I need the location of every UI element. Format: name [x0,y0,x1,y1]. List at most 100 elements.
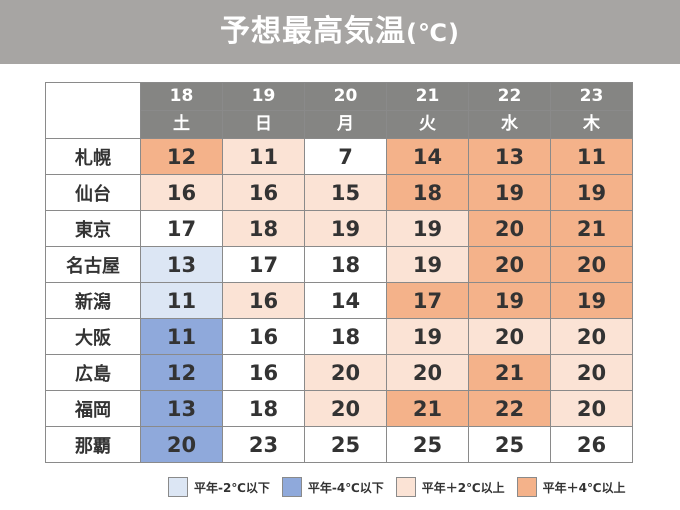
city-row: 名古屋 13 17 18 19 20 20 [45,246,633,283]
temperature-cell: 18 [386,174,469,211]
city-row: 広島 12 16 20 20 21 20 [45,354,633,391]
temperature-cell: 19 [386,210,469,247]
temperature-cell: 18 [222,210,305,247]
temperature-cell: 21 [386,390,469,427]
temperature-cell: 18 [222,390,305,427]
temperature-cell: 20 [140,426,223,463]
weekday-cell: 月 [304,110,387,139]
temperature-cell: 13 [468,138,551,175]
city-name: 広島 [45,354,141,391]
temperature-cell: 22 [468,390,551,427]
city-name: 名古屋 [45,246,141,283]
legend: 平年-2℃以下 平年-4℃以下 平年＋2℃以上 平年＋4℃以上 [168,476,638,498]
city-row: 大阪 11 16 18 19 20 20 [45,318,633,355]
temperature-cell: 11 [550,138,633,175]
legend-label: 平年-2℃以下 [194,480,270,495]
temperature-cell: 11 [140,318,223,355]
temperature-cell: 17 [386,282,469,319]
temperature-cell: 15 [304,174,387,211]
temperature-cell: 17 [222,246,305,283]
temperature-cell: 17 [140,210,223,247]
date-cell: 18 [140,82,223,111]
city-name: 大阪 [45,318,141,355]
title-unit: (℃) [406,19,460,47]
temperature-cell: 19 [550,174,633,211]
temperature-cell: 16 [222,354,305,391]
temperature-cell: 19 [468,174,551,211]
temperature-cell: 20 [468,246,551,283]
forecast-table-body: 18 19 20 21 22 23 土日月火水木札幌 12 11 7 14 13 11 仙台 16 16 15 1… [45,82,633,463]
city-row: 東京 17 18 19 19 20 21 [45,210,633,247]
weekday-header-row: 土日月火水木 [46,110,633,139]
city-row: 那覇 20 23 25 25 25 26 [45,426,633,463]
temperature-cell: 14 [386,138,469,175]
temperature-cell: 12 [140,138,223,175]
temperature-cell: 20 [468,318,551,355]
temperature-cell: 21 [468,354,551,391]
city-name: 東京 [45,210,141,247]
legend-item: 平年＋2℃以上 [395,477,505,497]
city-row: 福岡 13 18 20 21 22 20 [45,390,633,427]
temperature-cell: 25 [386,426,469,463]
city-name: 那覇 [45,426,141,463]
temperature-cell: 20 [304,390,387,427]
city-name: 福岡 [45,390,141,427]
date-cell: 19 [222,82,305,111]
temperature-cell: 20 [468,210,551,247]
legend-label: 平年-4℃以下 [307,480,384,495]
temperature-cell: 18 [304,318,387,355]
temperature-cell: 11 [222,138,305,175]
temperature-cell: 26 [550,426,633,463]
date-cell: 20 [304,82,387,111]
temperature-cell: 19 [468,282,551,319]
legend-item: 平年-2℃以下 [168,477,270,497]
legend-label: 平年＋2℃以上 [421,480,505,495]
corner-cell [45,82,141,139]
temperature-cell: 19 [304,210,387,247]
title-text: 予想最高気温 [220,14,406,49]
legend-label: 平年＋4℃以上 [542,480,626,495]
temperature-cell: 18 [304,246,387,283]
temperature-cell: 20 [386,354,469,391]
date-header-row: 18 19 20 21 22 23 [45,82,633,139]
date-cell: 23 [550,82,633,111]
city-row: 新潟 11 16 14 17 19 19 [45,282,633,319]
page-title: 予想最高気温(℃) [0,0,680,64]
temperature-cell: 20 [550,246,633,283]
city-name: 札幌 [45,138,141,175]
temperature-cell: 23 [222,426,305,463]
temperature-cell: 19 [386,246,469,283]
legend-item: 平年-4℃以下 [281,477,384,497]
legend-item: 平年＋4℃以上 [516,477,626,497]
temperature-cell: 13 [140,390,223,427]
legend-swatch [168,477,188,497]
legend-swatch [395,477,416,497]
temperature-cell: 19 [386,318,469,355]
temperature-cell: 25 [304,426,387,463]
temperature-cell: 11 [140,282,223,319]
temperature-cell: 16 [222,282,305,319]
date-cell: 22 [468,82,551,111]
forecast-table: 18 19 20 21 22 23 土日月火水木札幌 12 11 7 14 13 11 仙台 16 16 15 1… [45,82,633,463]
temperature-cell: 20 [304,354,387,391]
city-name: 新潟 [45,282,141,319]
temperature-cell: 21 [550,210,633,247]
weekday-cell: 水 [468,110,551,139]
temperature-cell: 13 [140,246,223,283]
temperature-cell: 7 [304,138,387,175]
temperature-cell: 16 [222,318,305,355]
city-row: 仙台 16 16 15 18 19 19 [45,174,633,211]
weekday-cell: 土 [140,110,223,139]
city-name: 仙台 [45,174,141,211]
weekday-cell: 木 [550,110,633,139]
date-cell: 21 [386,82,469,111]
temperature-cell: 16 [222,174,305,211]
temperature-cell: 19 [550,282,633,319]
title-bar [0,0,680,64]
temperature-cell: 20 [550,390,633,427]
temperature-cell: 16 [140,174,223,211]
weekday-cell: 火 [386,110,469,139]
temperature-cell: 20 [550,354,633,391]
temperature-cell: 14 [304,282,387,319]
city-row: 札幌 12 11 7 14 13 11 [45,138,633,175]
